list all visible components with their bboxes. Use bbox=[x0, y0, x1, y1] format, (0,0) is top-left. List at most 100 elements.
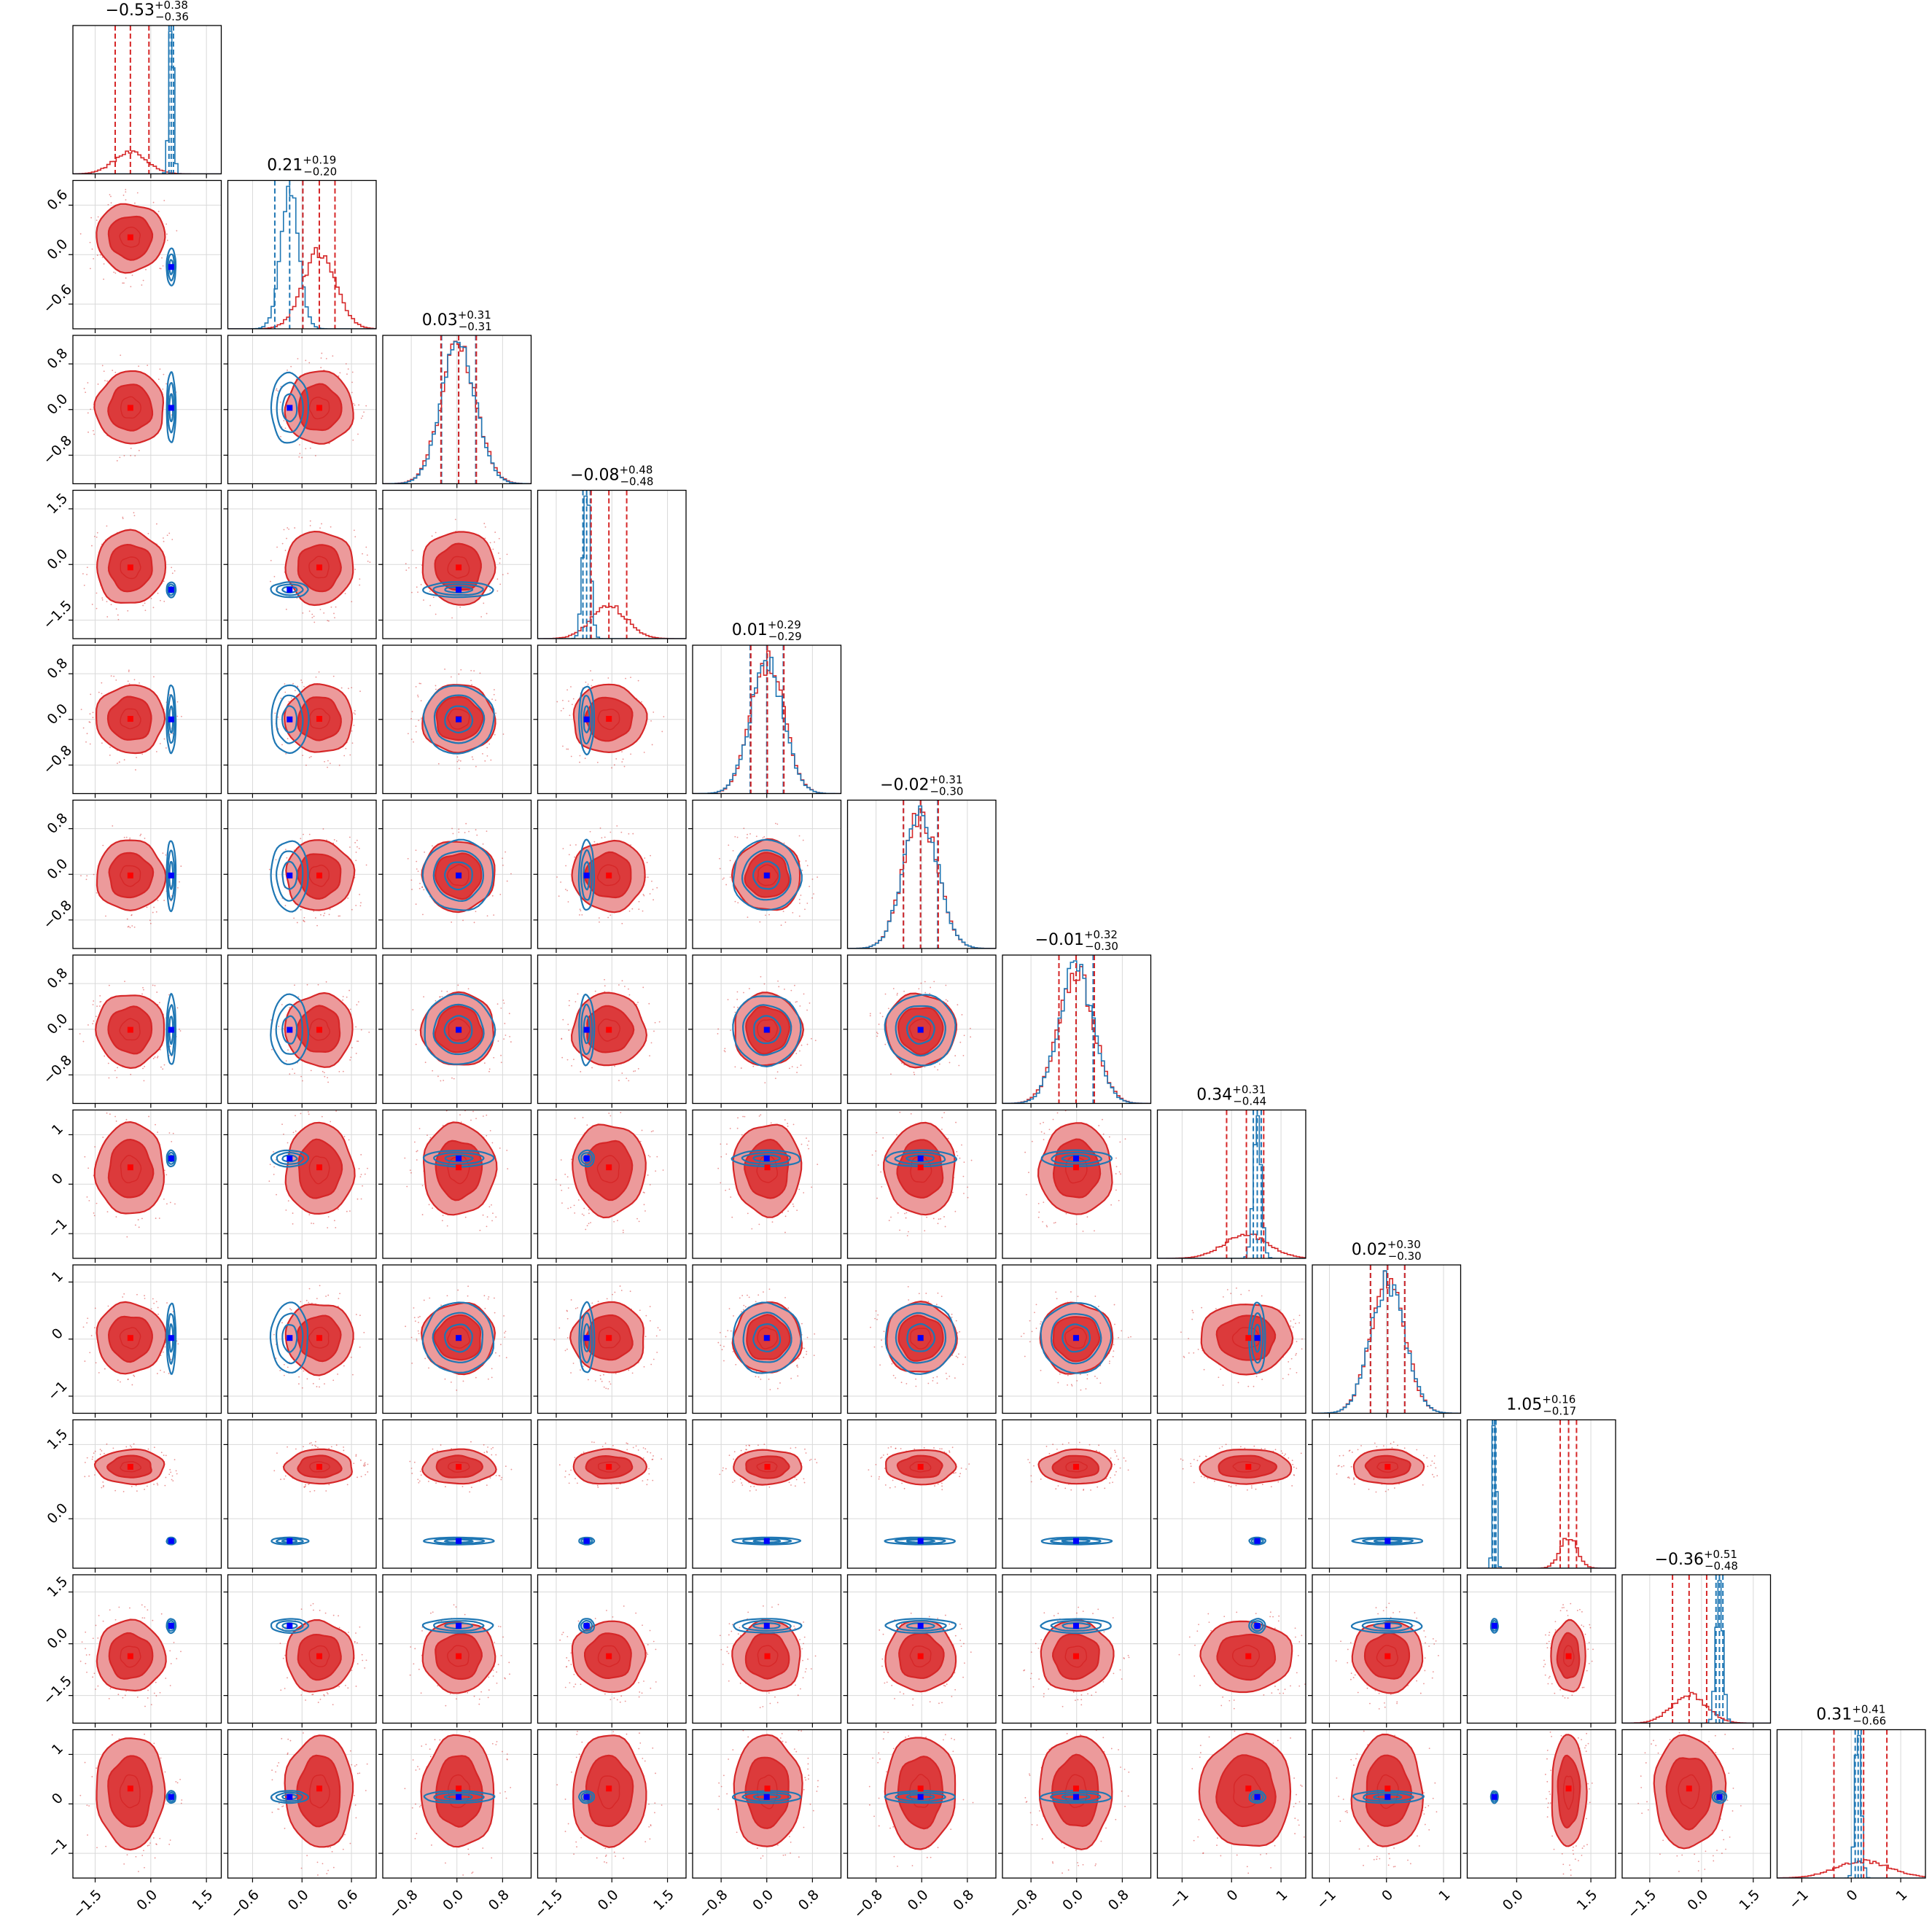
scatter-point bbox=[289, 1740, 292, 1742]
scatter-point bbox=[1114, 1449, 1116, 1452]
scatter-point bbox=[365, 1464, 366, 1466]
scatter-point bbox=[1237, 1382, 1239, 1384]
cell-axes-9-3 bbox=[533, 1419, 686, 1573]
blue-contour-3 bbox=[1040, 1536, 1113, 1546]
scatter-point bbox=[92, 1676, 94, 1678]
scatter-point bbox=[148, 1845, 150, 1846]
scatter-point bbox=[311, 1694, 313, 1696]
scatter-point bbox=[933, 981, 935, 983]
scatter-point bbox=[1040, 1131, 1043, 1133]
scatter-point bbox=[271, 1811, 273, 1813]
scatter-point bbox=[147, 1697, 149, 1699]
scatter-point bbox=[489, 1477, 491, 1479]
scatter-point bbox=[280, 697, 282, 699]
blue-contour-2 bbox=[167, 382, 176, 434]
scatter-point bbox=[808, 1140, 810, 1142]
scatter-point bbox=[305, 1699, 307, 1701]
scatter-point bbox=[173, 1642, 175, 1643]
scatter-point bbox=[163, 601, 165, 602]
scatter-point bbox=[113, 675, 115, 677]
scatter-point bbox=[637, 679, 639, 682]
scatter-point bbox=[794, 1684, 796, 1686]
blue-contour-3 bbox=[1351, 1536, 1424, 1546]
diag-6 bbox=[1002, 955, 1151, 1104]
scatter-point bbox=[562, 1632, 564, 1634]
blue-contour-2 bbox=[1362, 1538, 1414, 1545]
y-tick-label: −0.8 bbox=[40, 1052, 75, 1087]
scatter-point bbox=[605, 1387, 607, 1390]
scatter-point bbox=[732, 1351, 734, 1352]
scatter-point bbox=[330, 606, 332, 608]
scatter-point bbox=[934, 1485, 935, 1487]
scatter-point bbox=[129, 837, 131, 839]
scatter-point bbox=[294, 527, 296, 529]
scatter-point bbox=[1114, 1323, 1115, 1325]
scatter-point bbox=[440, 1080, 442, 1082]
scatter-point bbox=[284, 849, 287, 851]
scatter-point bbox=[914, 1073, 916, 1075]
scatter-point bbox=[886, 1681, 888, 1683]
scatter-point bbox=[570, 1299, 572, 1301]
scatter-point bbox=[574, 1307, 577, 1309]
scatter-point bbox=[804, 1671, 806, 1673]
red-truth-marker bbox=[316, 715, 322, 722]
title-plus: +0.29 bbox=[768, 618, 801, 631]
scatter-point bbox=[86, 875, 88, 877]
scatter-point bbox=[136, 1293, 138, 1296]
scatter-point bbox=[152, 1057, 155, 1059]
scatter-point bbox=[1048, 1452, 1051, 1454]
scatter-point bbox=[585, 1228, 587, 1231]
scatter-point bbox=[739, 1627, 741, 1629]
blue-contour-2 bbox=[275, 850, 304, 902]
axes-frame bbox=[1312, 1419, 1462, 1569]
scatter-point bbox=[141, 284, 143, 286]
scatter-point bbox=[1182, 1459, 1184, 1461]
scatter-point bbox=[332, 355, 334, 357]
scatter-point bbox=[918, 988, 920, 990]
scatter-point bbox=[880, 1171, 882, 1173]
scatter-point bbox=[273, 1470, 276, 1472]
blue-contour-3 bbox=[421, 838, 494, 911]
scatter-point bbox=[417, 1317, 419, 1318]
axes-frame bbox=[692, 1264, 842, 1414]
axes-frame bbox=[227, 1574, 377, 1724]
scatter-point bbox=[437, 1685, 439, 1686]
scatter-point bbox=[604, 991, 606, 993]
scatter-point bbox=[1038, 1211, 1040, 1213]
scatter-point bbox=[633, 1070, 635, 1072]
scatter-point bbox=[443, 1080, 445, 1081]
blue-contour-1 bbox=[583, 1015, 591, 1045]
scatter-point bbox=[1188, 1338, 1190, 1339]
scatter-point bbox=[1251, 1487, 1253, 1489]
scatter-point bbox=[354, 841, 357, 844]
scatter-point bbox=[1398, 1610, 1401, 1613]
cell-axes-8-3 bbox=[533, 1265, 686, 1418]
scatter-point bbox=[306, 983, 308, 986]
scatter-point bbox=[580, 1369, 581, 1371]
blue-contour-2 bbox=[432, 1312, 484, 1363]
blue-histogram bbox=[1622, 1580, 1771, 1723]
scatter-point bbox=[179, 1028, 180, 1030]
scatter-point bbox=[87, 382, 89, 383]
scatter-point bbox=[1075, 1223, 1078, 1225]
scatter-point bbox=[355, 1686, 357, 1687]
scatter-point bbox=[945, 984, 947, 986]
scatter-point bbox=[85, 1662, 87, 1664]
scatter-point bbox=[768, 1288, 771, 1290]
scatter-point bbox=[153, 1446, 155, 1449]
scatter-point bbox=[758, 1223, 760, 1226]
scatter-point bbox=[129, 1445, 131, 1447]
scatter-point bbox=[1301, 1635, 1303, 1637]
scatter-point bbox=[1425, 1636, 1427, 1638]
scatter-point bbox=[1110, 1476, 1112, 1479]
scatter-point bbox=[956, 1150, 958, 1153]
scatter-point bbox=[729, 876, 731, 879]
scatter-point bbox=[160, 1757, 162, 1759]
scatter-point bbox=[588, 1209, 590, 1211]
scatter-point bbox=[338, 915, 340, 917]
scatter-point bbox=[900, 1105, 902, 1107]
scatter-point bbox=[940, 1218, 941, 1220]
scatter-point bbox=[1075, 1699, 1076, 1702]
scatter-point bbox=[488, 1296, 490, 1298]
scatter-point bbox=[967, 1196, 969, 1199]
